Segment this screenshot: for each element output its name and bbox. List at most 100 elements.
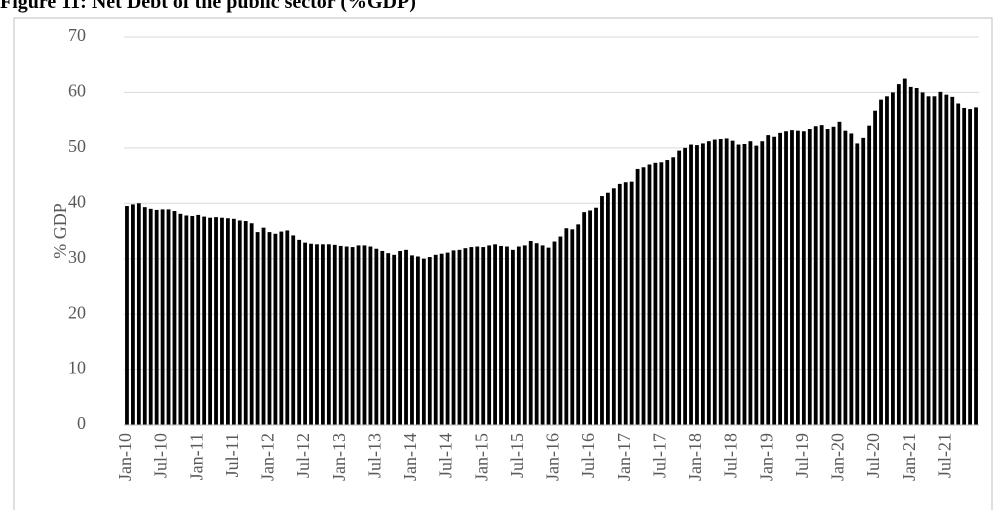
bar <box>534 243 539 425</box>
x-tick-label: Jul-17 <box>649 433 669 478</box>
bar <box>231 218 236 425</box>
bar <box>481 247 486 425</box>
bar <box>790 130 794 425</box>
bar <box>576 224 581 425</box>
bar <box>285 230 290 425</box>
bar <box>766 135 771 425</box>
bar <box>255 232 260 425</box>
bar <box>861 137 866 425</box>
bar <box>279 231 284 425</box>
bar <box>243 221 248 425</box>
bar <box>594 207 598 425</box>
bar <box>671 157 676 425</box>
bar <box>647 164 652 425</box>
bar <box>332 244 337 425</box>
bar <box>825 129 830 426</box>
bar <box>178 213 183 425</box>
bar <box>962 107 967 425</box>
bar <box>950 96 955 425</box>
x-tick-label: Jul-11 <box>222 433 242 477</box>
bar <box>926 96 931 426</box>
x-tick-label: Jul-19 <box>792 433 812 478</box>
bar <box>404 249 408 425</box>
bar <box>683 147 687 425</box>
bar <box>796 130 800 425</box>
bar <box>748 141 753 425</box>
bar <box>778 132 782 426</box>
x-tick-label: Jan-21 <box>899 433 919 481</box>
bar <box>706 141 711 425</box>
bar <box>552 241 557 425</box>
bar <box>291 235 296 425</box>
bar <box>220 217 224 425</box>
bar <box>237 220 242 425</box>
bar <box>582 212 587 425</box>
bar <box>136 203 141 425</box>
x-tick-label: Jul-20 <box>863 433 883 478</box>
x-tick-label: Jan-13 <box>329 433 349 481</box>
chart-frame <box>13 17 993 515</box>
bar <box>380 250 385 425</box>
bar <box>641 167 646 425</box>
bar <box>344 246 349 425</box>
bar <box>202 216 207 425</box>
x-tick-label: Jul-21 <box>934 433 954 478</box>
bar <box>891 92 895 425</box>
bar <box>154 209 159 425</box>
bar <box>350 247 355 425</box>
bar <box>564 228 569 425</box>
bar <box>558 236 563 425</box>
bar <box>267 232 272 425</box>
bar <box>475 246 480 425</box>
bar <box>914 87 919 425</box>
bar <box>772 136 777 425</box>
bar <box>944 94 949 425</box>
bar <box>410 255 414 425</box>
bar <box>392 254 397 425</box>
bar <box>338 245 343 425</box>
bar <box>172 211 177 425</box>
x-tick-label: Jan-17 <box>614 433 634 481</box>
x-tick-label: Jan-18 <box>685 433 705 481</box>
bar <box>487 245 492 425</box>
bar <box>451 250 456 425</box>
bar <box>160 209 165 425</box>
bar <box>974 107 978 425</box>
bar <box>600 196 604 425</box>
bar <box>665 160 670 425</box>
bar <box>540 245 545 425</box>
bar <box>439 253 444 425</box>
bar <box>843 130 848 425</box>
bar <box>896 84 901 425</box>
bar <box>730 140 735 425</box>
bar <box>695 145 699 426</box>
bar <box>701 143 705 425</box>
bar <box>807 129 812 426</box>
bar <box>321 244 325 425</box>
bar <box>635 168 640 426</box>
bar <box>588 210 592 425</box>
x-tick-label: Jul-14 <box>436 433 456 478</box>
bar <box>689 144 693 425</box>
y-tick-label: 60 <box>68 81 86 101</box>
y-tick-label: 10 <box>68 358 86 378</box>
bar <box>867 125 872 425</box>
y-tick-label: 40 <box>68 191 86 211</box>
bar <box>677 150 682 425</box>
bar <box>902 78 907 426</box>
bar <box>813 126 818 426</box>
bar <box>760 141 765 425</box>
bar <box>938 91 943 426</box>
bar <box>249 223 254 425</box>
bar <box>570 229 575 425</box>
bar <box>617 183 622 425</box>
x-tick-label: Jan-16 <box>543 433 563 481</box>
bar <box>606 192 610 425</box>
bar <box>819 125 824 425</box>
bar <box>368 246 373 425</box>
bar <box>873 110 877 425</box>
bar <box>908 86 913 425</box>
x-tick-label: Jul-13 <box>364 433 384 478</box>
bar <box>712 139 717 426</box>
